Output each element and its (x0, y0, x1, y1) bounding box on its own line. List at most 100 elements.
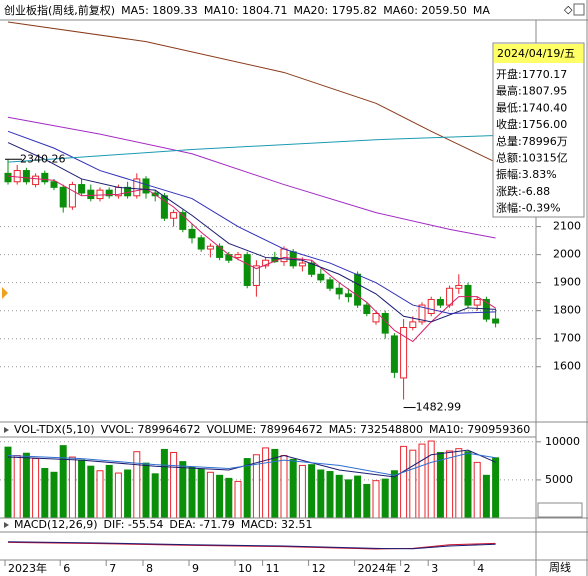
volume-bar (41, 467, 49, 519)
info-label: 开盘: (496, 67, 522, 81)
candle-body (317, 273, 325, 281)
info-value: 3.83% (522, 168, 557, 181)
volume-bar (206, 471, 214, 519)
candle-body (262, 259, 270, 267)
volume-bar (59, 445, 67, 519)
candle-body (96, 189, 104, 200)
volume-bar (289, 458, 297, 519)
volume-bar (96, 470, 104, 519)
candle-body (105, 189, 113, 197)
volume-bar (216, 474, 224, 519)
volume-bar (262, 447, 270, 519)
candle-body (252, 265, 260, 286)
candle-body (87, 189, 95, 200)
x-tick-label: 2 (404, 562, 411, 575)
x-tick-label: 4 (477, 562, 484, 575)
unit-box (537, 502, 583, 518)
volume-bar (142, 462, 150, 519)
info-label: 最高: (496, 84, 522, 98)
candle-body (4, 172, 12, 183)
candle-body (78, 184, 86, 194)
x-tick-label: 11 (266, 562, 280, 575)
legend-entry: MA20: 1795.82 (294, 4, 378, 17)
indicator-line (7, 541, 496, 550)
volume-bar (170, 451, 178, 519)
indicator-line (7, 541, 496, 550)
x-tick-label: 3 (431, 562, 438, 575)
volume-bar (271, 448, 279, 519)
x-tick-label: 12 (312, 562, 326, 575)
y-tick-label: 1800 (553, 304, 581, 317)
candle-body (335, 287, 343, 295)
low-annotation: 1482.99 (416, 401, 462, 414)
indicator-line (7, 116, 496, 239)
candle-body (390, 335, 398, 373)
indicator-line (7, 135, 496, 163)
y-tick-label: 1600 (553, 360, 581, 373)
volume-bar (344, 479, 352, 519)
candle-body (142, 178, 150, 194)
info-row: 收盘:1756.00 (496, 117, 567, 131)
x-tick-label: 9 (192, 562, 199, 575)
indicator-line (7, 130, 496, 314)
volume-bar (32, 458, 40, 519)
plot-area: 创业板指(周线,前复权) MA5: 1809.33 MA10: 1804.71 MA2… (0, 3, 581, 575)
volume-bar (317, 469, 325, 519)
info-value: -6.88 (522, 185, 550, 198)
volume-bar (4, 446, 12, 519)
info-label: 总额: (496, 151, 522, 165)
volume-bar (197, 468, 205, 519)
info-value: 1770.17 (522, 68, 568, 81)
volume-bar (400, 445, 408, 519)
candle-body (400, 327, 408, 379)
info-row: 最低:1740.40 (496, 101, 567, 114)
candle-body (298, 262, 306, 267)
candle-body (308, 262, 316, 275)
volume-bar (436, 451, 444, 519)
candle-body (354, 273, 362, 306)
icon[interactable]: ◇ (564, 3, 573, 16)
volume-bar (372, 480, 380, 519)
y-tick-label: 2000 (553, 248, 581, 261)
volume-bar (418, 443, 426, 519)
candle-body (243, 254, 251, 286)
info-label: 涨跌: (496, 184, 522, 198)
volume-bar (124, 469, 132, 519)
volume-bar (50, 471, 58, 519)
candle-body (41, 172, 49, 183)
candle-body (59, 186, 67, 208)
icon[interactable] (573, 3, 585, 16)
volume-bar (308, 464, 316, 519)
volume-bar (243, 458, 251, 519)
y-tick-label: 10000 (545, 435, 580, 448)
volume-bar (446, 450, 454, 519)
info-row: 开盘:1770.17 (496, 67, 567, 81)
info-label: 总量: (496, 134, 522, 148)
legend-entry: MA (473, 4, 490, 17)
scroll-marker[interactable] (2, 287, 8, 299)
volume-bar (482, 474, 490, 519)
volume-bar (105, 464, 113, 519)
legend-entry: VVOL: 789964672 (101, 423, 201, 436)
info-value: 1807.95 (522, 85, 568, 98)
volume-bar (280, 455, 288, 519)
info-header (494, 44, 583, 63)
volume-bar (464, 451, 472, 519)
legend-entry: DIF: -55.54 (104, 518, 164, 531)
candle-body (179, 212, 187, 230)
info-row: 总额:10315亿 (496, 151, 568, 165)
volume-bar (390, 470, 398, 519)
info-row: 振幅:3.83% (496, 167, 557, 181)
volume-bar (151, 473, 159, 519)
panel-marker (4, 522, 9, 528)
legend-entry: MA5: 1809.33 (121, 4, 198, 17)
info-row: 最高:1807.95 (496, 84, 567, 98)
panel-title: VOL-TDX(5,10) (14, 423, 95, 436)
candle-body (280, 248, 288, 263)
high-annotation: 2340.26 (20, 152, 66, 165)
info-value: 78996万 (522, 135, 568, 148)
candle-body (372, 312, 380, 323)
volume-bar (160, 448, 168, 519)
